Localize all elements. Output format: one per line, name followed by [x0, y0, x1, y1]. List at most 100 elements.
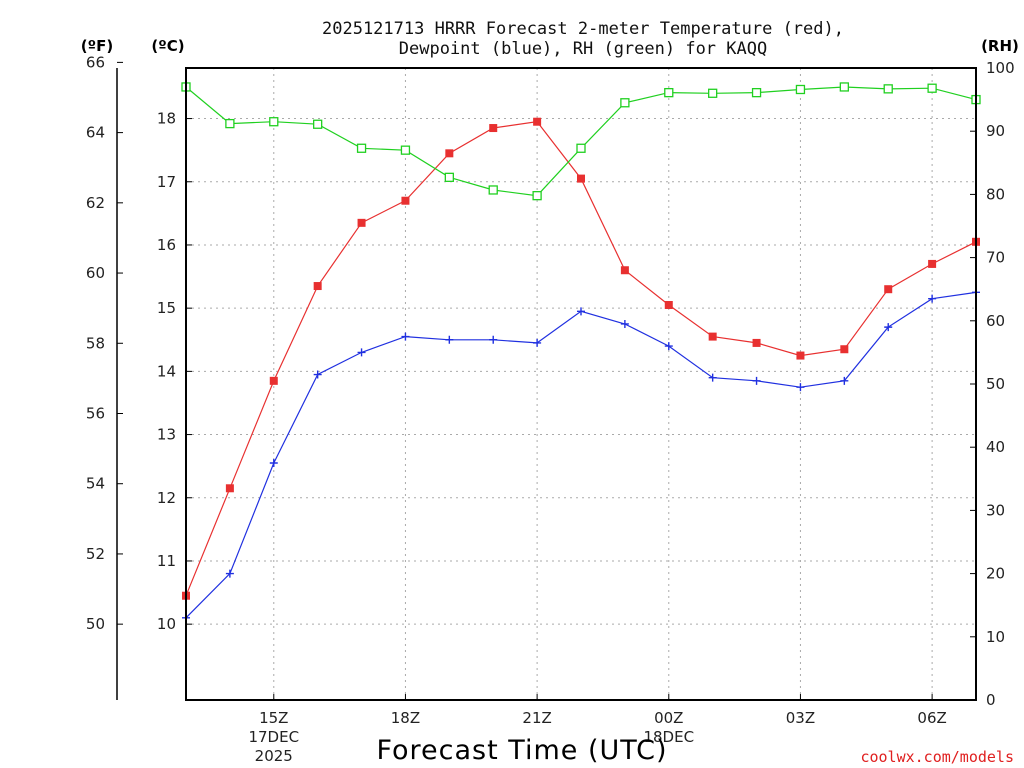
rh-tick-label: 50	[986, 375, 1005, 393]
dewpoint-point	[884, 323, 893, 332]
rh-point	[664, 87, 674, 98]
rh-point	[444, 172, 454, 182]
x-tick-year-label: 2025	[255, 747, 293, 765]
dewpoint-point	[577, 307, 585, 316]
fahrenheit-tick-label: 52	[86, 545, 105, 563]
x-tick-label: 18Z	[391, 709, 420, 727]
temperature-point	[401, 196, 410, 205]
temperature-point	[884, 285, 893, 294]
rh-point	[927, 83, 937, 93]
rh-tick-label: 20	[986, 565, 1005, 583]
rh-point	[708, 88, 718, 98]
fahrenheit-tick-label: 58	[86, 334, 105, 352]
dewpoint-point	[489, 335, 498, 344]
rh-point	[795, 84, 806, 95]
dewpoint-point	[928, 294, 937, 303]
temperature-point	[225, 484, 234, 493]
rh-point	[313, 119, 323, 129]
rh-point	[751, 87, 762, 98]
dewpoint-point	[445, 335, 454, 344]
rh-point	[488, 185, 498, 195]
dewpoint-point	[840, 376, 849, 385]
dewpoint-point	[664, 342, 673, 351]
chart-title-line-2: Dewpoint (blue), RH (green) for KAQQ	[399, 39, 767, 59]
series-layer	[181, 82, 981, 622]
rh-tick-label: 0	[986, 691, 996, 709]
fahrenheit-tick-label: 50	[86, 615, 105, 633]
fahrenheit-tick-label: 62	[86, 194, 105, 212]
x-tick-label: 03Z	[786, 709, 815, 727]
rh-point	[400, 145, 411, 155]
gridlines	[186, 68, 976, 700]
temperature-point	[664, 301, 673, 309]
rh-tick-label: 100	[986, 59, 1015, 77]
rh-tick-label: 40	[986, 438, 1005, 456]
rh-point	[839, 82, 849, 92]
celsius-tick-label: 16	[157, 236, 176, 254]
temperature-point	[796, 351, 805, 360]
dewpoint-point	[313, 370, 322, 379]
celsius-tick-label: 15	[157, 299, 176, 317]
temperature-point	[313, 282, 322, 291]
rh-unit-label: (RH)	[981, 37, 1019, 55]
rh-point	[883, 84, 893, 94]
rh-point	[225, 118, 235, 129]
dewpoint-point	[357, 348, 366, 357]
celsius-tick-label: 10	[157, 615, 176, 633]
plot-frame	[185, 67, 977, 701]
dewpoint-line	[185, 291, 977, 619]
rh-tick-label: 70	[986, 249, 1005, 267]
celsius-tick-label: 18	[157, 110, 176, 128]
dewpoint-point	[796, 383, 805, 392]
rh-tick-label: 90	[986, 122, 1005, 140]
fahrenheit-tick-label: 66	[86, 53, 105, 71]
temperature-point	[357, 218, 366, 227]
temperature-point	[708, 332, 717, 341]
temperature-point	[269, 376, 278, 385]
celsius-tick-label: 13	[157, 426, 176, 444]
credit-text: coolwx.com/models	[860, 748, 1014, 766]
rh-point	[576, 143, 586, 153]
celsius-tick-label: 11	[157, 552, 176, 570]
temperature-point	[489, 124, 498, 133]
temperature-point	[533, 117, 542, 126]
rh-tick-label: 60	[986, 312, 1005, 330]
x-tick-label: 06Z	[917, 709, 946, 727]
dewpoint-point	[708, 373, 717, 382]
dewpoint-point	[620, 319, 629, 328]
temperature-point	[928, 259, 937, 268]
rh-point	[620, 98, 630, 108]
x-tick-date-label: 17DEC	[248, 728, 299, 746]
x-tick-date-label: 18DEC	[643, 728, 694, 746]
fahrenheit-tick-label: 54	[86, 475, 105, 493]
fahrenheit-tick-label: 60	[86, 264, 105, 282]
temperature-point	[752, 338, 761, 347]
dewpoint-point	[225, 569, 234, 578]
fahrenheit-unit-label: (ºF)	[81, 37, 113, 55]
temperature-point	[840, 345, 849, 354]
rh-tick-label: 80	[986, 185, 1005, 203]
x-tick-label: 00Z	[654, 709, 683, 727]
rh-tick-label: 30	[986, 501, 1005, 519]
rh-tick-label: 10	[986, 628, 1005, 646]
dewpoint-point	[533, 338, 542, 347]
fahrenheit-tick-label: 64	[86, 124, 105, 142]
celsius-unit-label: (ºC)	[151, 37, 184, 55]
rh-point	[269, 117, 279, 127]
dewpoint-point	[752, 376, 761, 385]
celsius-tick-label: 17	[157, 173, 176, 191]
rh-point	[356, 143, 367, 153]
temperature-point	[445, 149, 454, 158]
dewpoint-point	[269, 459, 278, 467]
x-axis-title: Forecast Time (UTC)	[376, 735, 667, 766]
celsius-tick-label: 14	[157, 362, 176, 380]
temperature-point	[577, 174, 585, 183]
dewpoint-point	[401, 332, 410, 341]
rh-point	[532, 191, 542, 201]
temperature-point	[620, 266, 629, 275]
temperature-line	[185, 121, 977, 596]
fahrenheit-tick-label: 56	[86, 404, 105, 422]
celsius-tick-label: 12	[157, 489, 176, 507]
